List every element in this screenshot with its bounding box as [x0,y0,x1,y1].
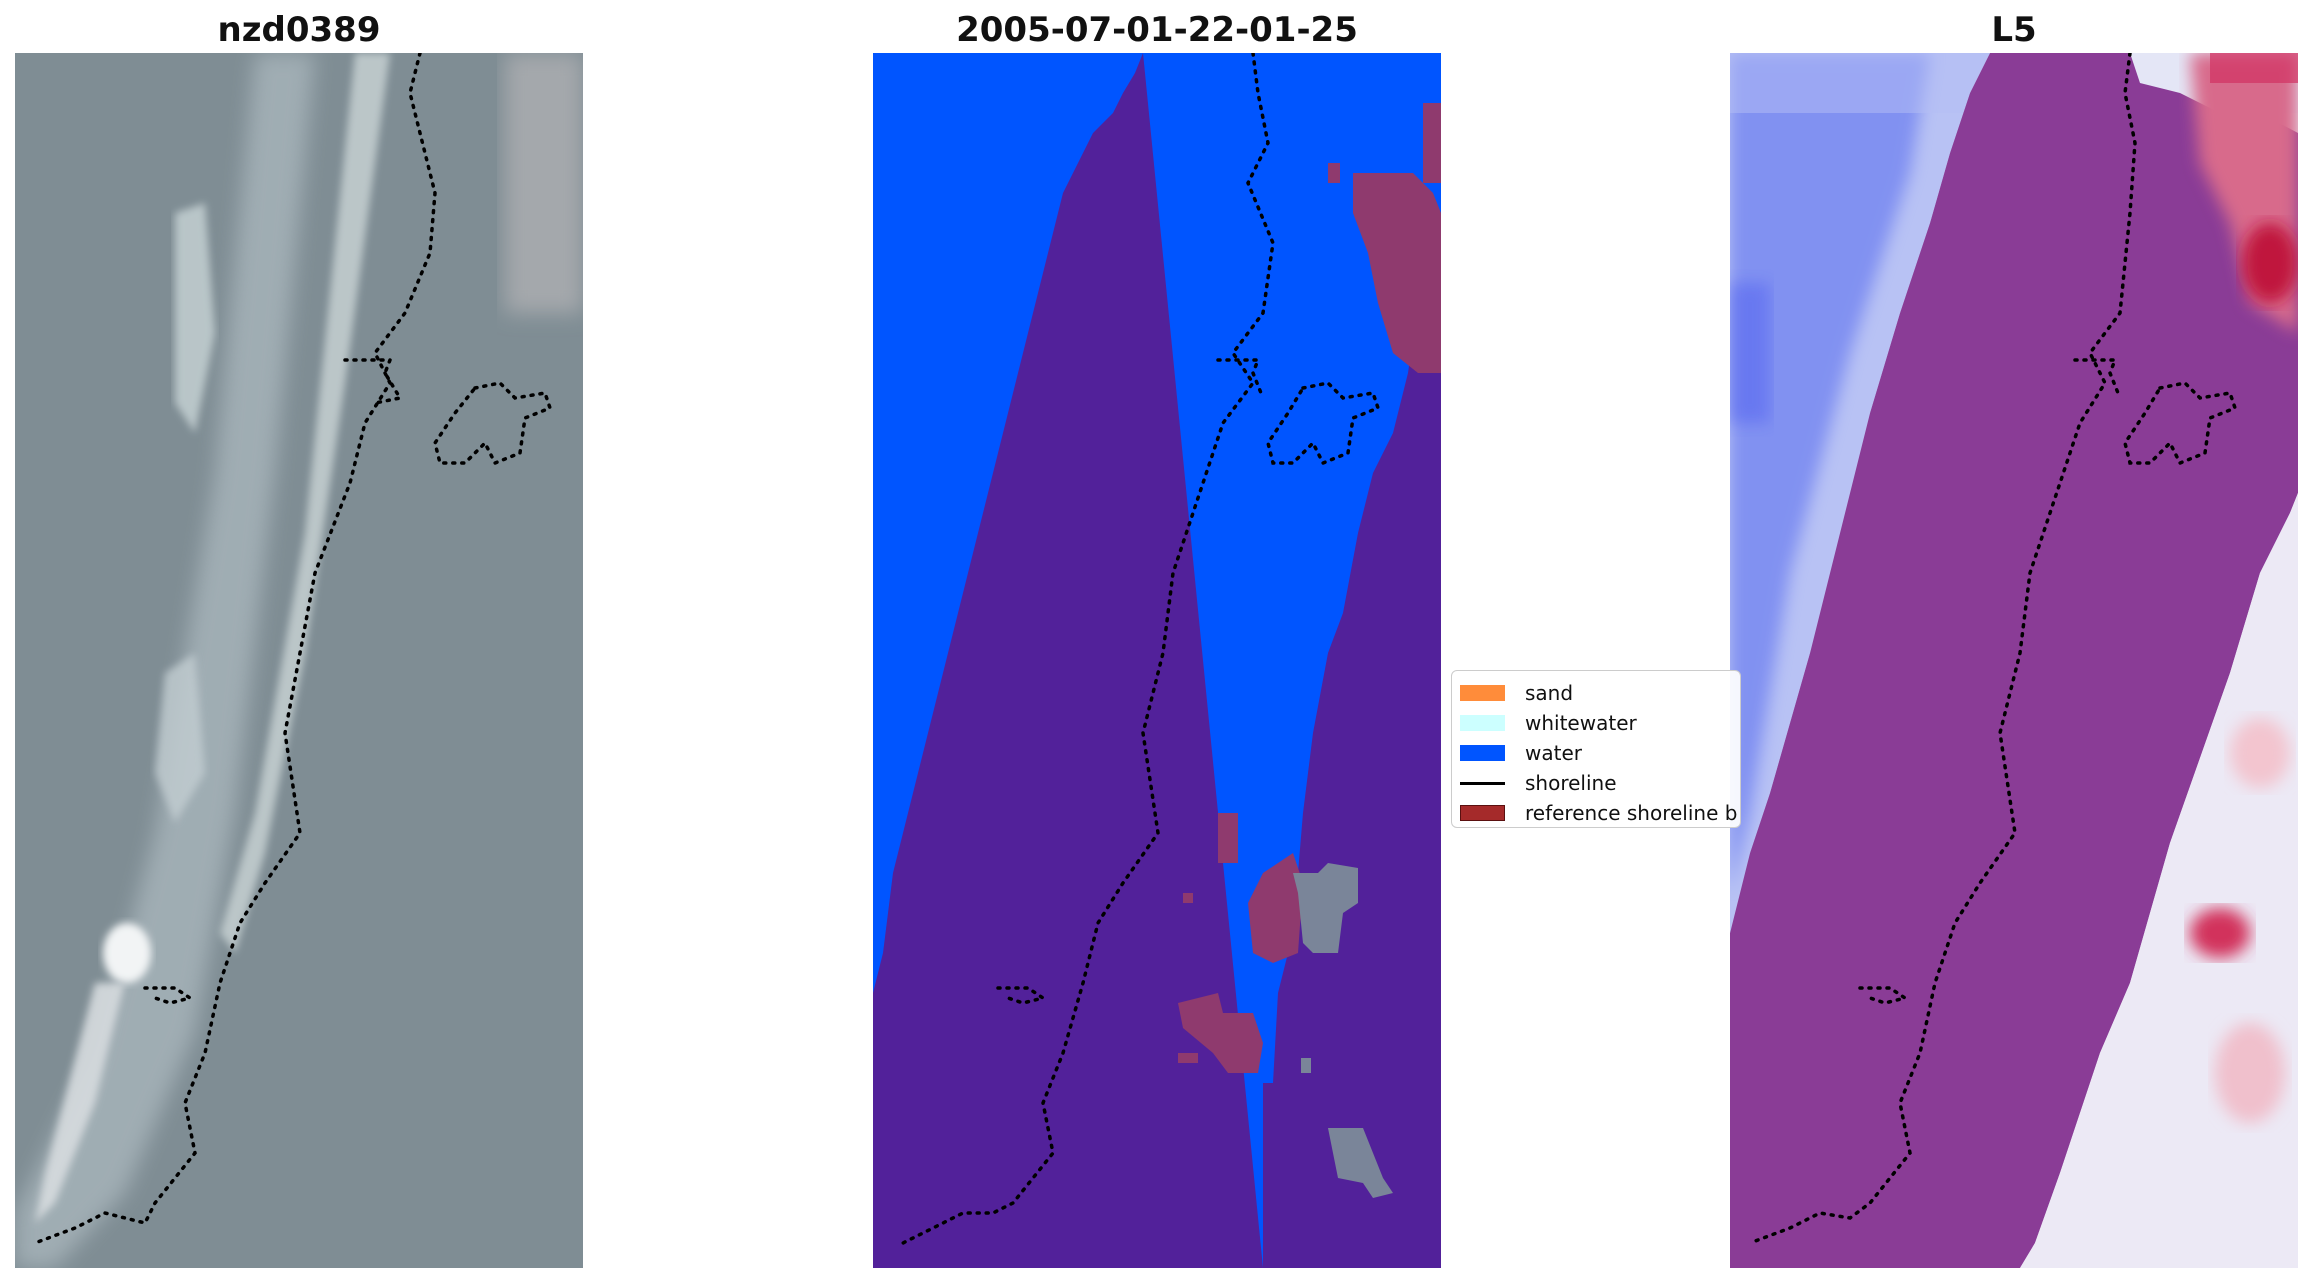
legend-label: reference shoreline b [1525,801,1738,825]
index-image [1730,53,2298,1268]
legend-label: whitewater [1525,711,1637,735]
legend-label: water [1525,741,1582,765]
land-region [873,53,1441,1268]
legend-item-reference-shoreline: reference shoreline b [1460,799,1737,827]
legend-label: sand [1525,681,1574,705]
classification-image [873,53,1441,1268]
rgb-image-panel [15,53,583,1268]
legend: sand whitewater water shoreline referenc… [1451,670,1741,828]
panel-title-rgb: nzd0389 [217,10,381,50]
index-panel [1730,53,2298,1268]
panel-title-index: L5 [1991,10,2037,50]
panel-title-classification: 2005-07-01-22-01-25 [956,10,1358,50]
rgb-image [15,53,583,1268]
legend-swatch-water [1460,745,1505,761]
legend-item-water: water [1460,739,1582,767]
legend-line-shoreline [1460,781,1505,785]
legend-swatch-whitewater [1460,715,1505,731]
legend-swatch-sand [1460,685,1505,701]
land-band [1730,53,2298,1268]
legend-item-whitewater: whitewater [1460,709,1637,737]
legend-item-shoreline: shoreline [1460,769,1617,797]
classification-panel [873,53,1441,1268]
legend-item-sand: sand [1460,679,1573,707]
legend-swatch-reference-shoreline [1460,805,1505,821]
legend-label: shoreline [1525,771,1617,795]
